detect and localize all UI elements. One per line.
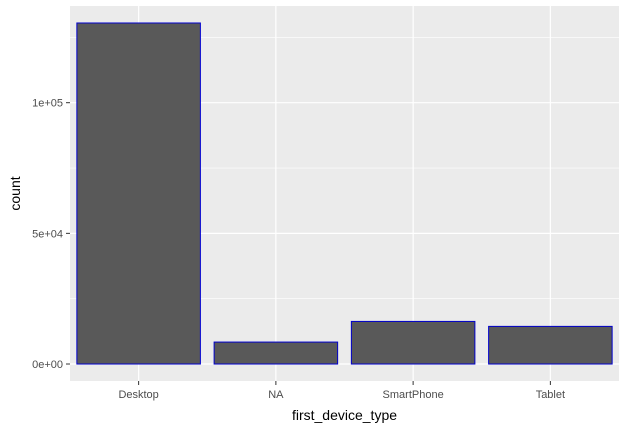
x-tick-label: Desktop xyxy=(118,389,158,401)
bars xyxy=(76,22,613,365)
bar-smartphone xyxy=(350,320,476,365)
bar-na xyxy=(213,341,339,365)
bar-tablet xyxy=(488,325,613,365)
y-axis-title: count xyxy=(7,176,23,210)
y-axis: 0e+00 5e+04 1e+05 xyxy=(32,98,70,371)
x-axis-title: first_device_type xyxy=(292,407,397,423)
y-tick-label: 5e+04 xyxy=(32,228,63,240)
y-tick-label: 1e+05 xyxy=(32,98,63,110)
x-tick-label: NA xyxy=(268,389,284,401)
x-tick-label: Tablet xyxy=(536,389,565,401)
x-tick-label: SmartPhone xyxy=(383,389,444,401)
y-tick-label: 0e+00 xyxy=(32,359,63,371)
bar-desktop xyxy=(76,22,201,365)
x-axis: Desktop NA SmartPhone Tablet xyxy=(118,381,565,401)
